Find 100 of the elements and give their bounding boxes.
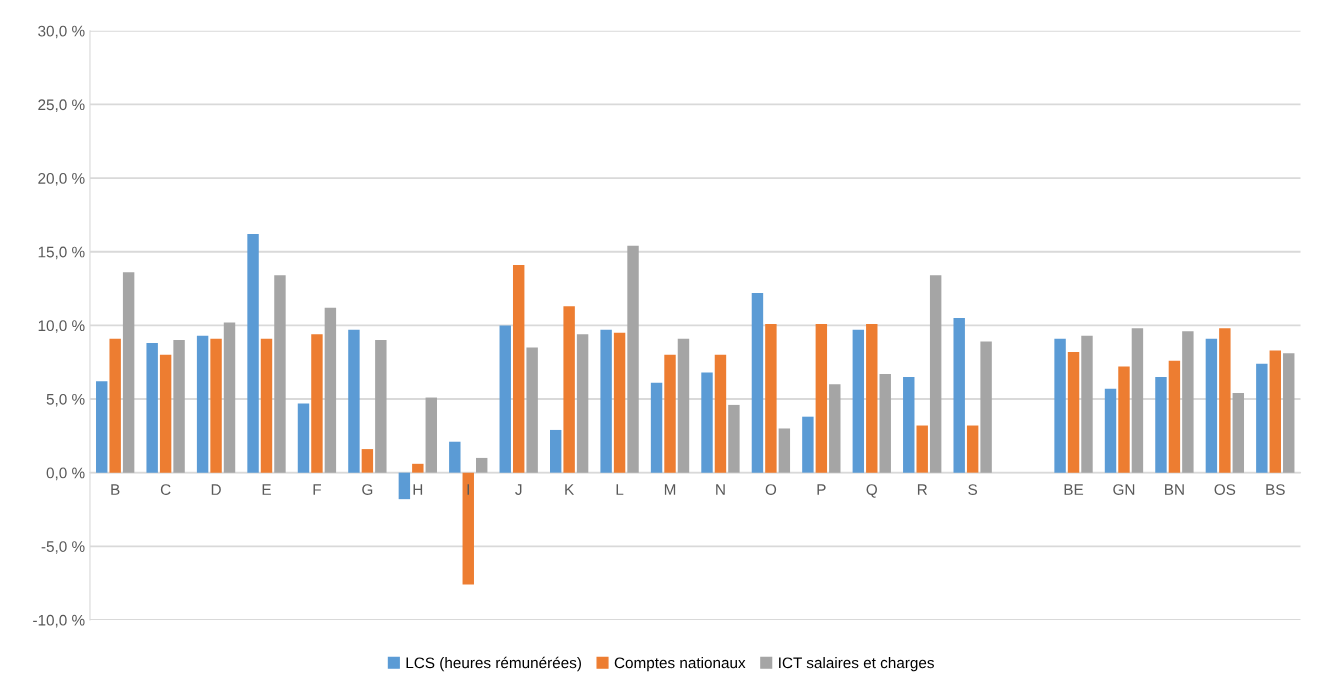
bar xyxy=(526,347,538,473)
bar xyxy=(1219,328,1231,473)
x-tick-label: B xyxy=(111,484,120,495)
bar xyxy=(1168,360,1181,473)
bar xyxy=(1118,366,1130,473)
bar xyxy=(173,340,185,473)
bar xyxy=(600,329,612,473)
bar xyxy=(1155,376,1167,473)
bar xyxy=(549,429,562,473)
bar xyxy=(1256,363,1268,473)
x-tick-label: G xyxy=(362,484,373,495)
bar xyxy=(1131,328,1144,473)
bar xyxy=(449,441,461,473)
bar xyxy=(260,338,273,473)
y-tick-label: 25,0 % xyxy=(38,99,85,112)
bar xyxy=(1104,388,1117,473)
bar xyxy=(815,323,828,473)
y-tick-label: -10,0 % xyxy=(33,614,85,628)
bar xyxy=(563,306,575,473)
bar xyxy=(576,334,589,473)
bar xyxy=(1182,331,1194,473)
bar xyxy=(512,264,525,473)
bar xyxy=(412,463,424,473)
bar xyxy=(297,403,310,473)
bar xyxy=(425,397,437,473)
bar xyxy=(627,245,639,473)
bar xyxy=(375,340,387,473)
x-tick-label: J xyxy=(515,484,522,495)
bar xyxy=(348,329,360,473)
bar xyxy=(159,354,172,473)
x-tick-label: M xyxy=(664,484,676,495)
x-tick-label: L xyxy=(616,484,624,495)
bar xyxy=(274,275,286,473)
bar xyxy=(714,354,727,473)
bar xyxy=(677,338,690,473)
x-tick-label: BE xyxy=(1064,484,1084,495)
y-tick-label: 0,0 % xyxy=(46,467,85,481)
x-tick-label: E xyxy=(262,484,271,495)
bar xyxy=(1081,335,1093,473)
bar xyxy=(223,322,236,473)
x-tick-label: R xyxy=(917,484,928,495)
bar xyxy=(879,373,891,473)
bar xyxy=(475,457,488,473)
bar xyxy=(311,334,323,473)
bar xyxy=(701,372,713,473)
bar xyxy=(247,234,259,473)
bar xyxy=(980,341,992,473)
bar xyxy=(802,416,814,473)
bar xyxy=(751,292,764,473)
x-tick-label: I xyxy=(467,484,469,495)
bar xyxy=(146,343,158,473)
y-tick-label: 30,0 % xyxy=(38,25,85,39)
x-tick-label: H xyxy=(413,484,423,495)
y-tick-label: 10,0 % xyxy=(38,320,85,333)
bar xyxy=(728,404,740,473)
x-tick-label: S xyxy=(968,484,978,495)
x-tick-label: OS xyxy=(1214,484,1236,495)
bar xyxy=(1269,350,1282,473)
bar xyxy=(1067,351,1080,473)
bar xyxy=(829,384,841,473)
legend-label: ICT salaires et charges xyxy=(779,657,934,672)
bar xyxy=(1205,338,1218,473)
x-tick-label: C xyxy=(160,484,171,495)
bar xyxy=(866,323,878,473)
bar xyxy=(196,335,209,473)
bar xyxy=(1232,393,1245,473)
x-tick-label: P xyxy=(817,484,826,495)
legend-label: LCS (heures rémunérées) xyxy=(406,656,581,672)
bar xyxy=(953,318,965,473)
x-tick-label: D xyxy=(211,484,221,495)
y-tick-label: 20,0 % xyxy=(38,172,85,186)
bar xyxy=(852,329,865,473)
x-tick-label: N xyxy=(716,484,725,495)
bar xyxy=(122,272,135,473)
bar xyxy=(650,382,663,473)
bar xyxy=(929,275,942,473)
x-tick-label: F xyxy=(313,484,321,495)
x-tick-label: BN xyxy=(1165,484,1184,495)
bar xyxy=(903,376,915,473)
legend-label: Comptes nationaux xyxy=(614,657,746,672)
bar xyxy=(361,449,374,473)
bar xyxy=(664,354,676,473)
bar xyxy=(613,332,626,473)
y-tick-label: 15,0 % xyxy=(38,246,85,260)
bar xyxy=(210,338,222,473)
y-tick-label: 5,0 % xyxy=(46,393,85,407)
bar xyxy=(499,325,511,473)
x-tick-label: BS xyxy=(1266,484,1285,495)
bar xyxy=(109,338,121,473)
x-tick-label: K xyxy=(565,484,575,495)
bar xyxy=(462,472,474,585)
bar xyxy=(96,381,108,473)
y-tick-label: -5,0 % xyxy=(41,541,85,554)
x-tick-label: GN xyxy=(1113,484,1135,495)
bar xyxy=(778,428,791,473)
bar xyxy=(324,307,337,473)
x-tick-label: Q xyxy=(866,484,877,498)
bar xyxy=(1283,353,1295,473)
bar xyxy=(765,323,777,473)
bar xyxy=(916,425,928,473)
